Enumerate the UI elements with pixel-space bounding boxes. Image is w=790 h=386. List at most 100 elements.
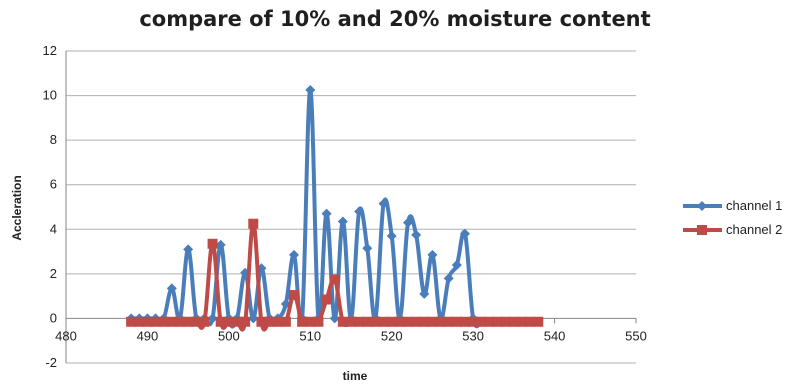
data-point-channel-2 bbox=[199, 316, 210, 327]
data-point-channel-2 bbox=[183, 316, 194, 327]
legend: channel 1 channel 2 bbox=[683, 198, 782, 237]
y-axis-title: Accleration bbox=[10, 175, 24, 240]
data-point-channel-2 bbox=[476, 316, 487, 327]
data-point-channel-1 bbox=[403, 217, 413, 228]
data-point-channel-1 bbox=[419, 288, 430, 299]
y-tick-label: -2 bbox=[45, 355, 57, 370]
data-point-channel-2 bbox=[297, 316, 308, 327]
data-point-channel-2 bbox=[232, 316, 242, 327]
y-tick-label: 10 bbox=[43, 88, 57, 103]
data-point-channel-2 bbox=[525, 316, 536, 327]
data-point-channel-2 bbox=[175, 316, 185, 327]
data-point-channel-2 bbox=[166, 316, 177, 327]
data-point-channel-2 bbox=[468, 316, 479, 327]
data-point-channel-2 bbox=[191, 316, 202, 327]
y-tick-label: 0 bbox=[50, 310, 57, 325]
data-point-channel-1 bbox=[443, 273, 454, 284]
data-point-channel-2 bbox=[280, 316, 291, 327]
series-line-channel-1 bbox=[129, 88, 484, 329]
data-point-channel-2 bbox=[370, 316, 381, 327]
x-tick-label: 490 bbox=[137, 328, 159, 343]
data-point-channel-2 bbox=[484, 316, 495, 327]
data-point-channel-1 bbox=[248, 313, 259, 324]
data-point-channel-1 bbox=[427, 249, 438, 260]
data-point-channel-2 bbox=[150, 316, 161, 327]
y-tick-label: 12 bbox=[43, 43, 57, 58]
data-point-channel-2 bbox=[215, 316, 226, 327]
legend-marker-channel-2 bbox=[697, 225, 707, 235]
x-tick-label: 510 bbox=[299, 328, 321, 343]
y-tick-label: 8 bbox=[50, 132, 57, 147]
data-point-channel-2 bbox=[329, 274, 340, 285]
data-point-channel-2 bbox=[272, 316, 283, 327]
data-point-channel-1 bbox=[215, 239, 226, 250]
legend-marker-channel-1 bbox=[697, 201, 707, 211]
data-point-channel-2 bbox=[378, 316, 389, 327]
data-point-channel-2 bbox=[427, 316, 438, 327]
x-tick-label: 520 bbox=[381, 328, 403, 343]
data-point-channel-2 bbox=[411, 316, 422, 327]
data-point-channel-2 bbox=[207, 238, 218, 249]
x-tick-label: 530 bbox=[462, 328, 484, 343]
data-point-channel-2 bbox=[134, 316, 145, 327]
x-axis-title: time bbox=[343, 369, 368, 381]
data-point-channel-1 bbox=[378, 198, 389, 209]
grid bbox=[66, 50, 636, 364]
legend-label-channel-2: channel 2 bbox=[726, 222, 782, 237]
data-point-channel-2 bbox=[248, 218, 259, 229]
y-tick-label: 6 bbox=[50, 177, 57, 192]
data-point-channel-2 bbox=[321, 294, 332, 305]
data-point-channel-2 bbox=[256, 316, 267, 327]
x-tick-label: 500 bbox=[218, 328, 240, 343]
data-point-channel-2 bbox=[394, 316, 405, 327]
data-point-channel-2 bbox=[240, 316, 251, 327]
data-point-channel-2 bbox=[403, 316, 413, 327]
data-point-channel-2 bbox=[443, 316, 454, 327]
x-tick-label: 550 bbox=[625, 328, 647, 343]
data-point-channel-1 bbox=[362, 243, 373, 254]
data-point-channel-2 bbox=[264, 316, 275, 327]
data-point-channel-1 bbox=[289, 249, 299, 260]
data-point-channel-2 bbox=[354, 316, 365, 327]
data-point-channel-1 bbox=[411, 229, 422, 240]
x-tick-label: 540 bbox=[544, 328, 566, 343]
data-point-channel-2 bbox=[158, 316, 169, 327]
series-layer bbox=[126, 85, 544, 332]
data-point-channel-1 bbox=[207, 313, 218, 324]
data-point-channel-1 bbox=[354, 206, 365, 217]
chart-title: compare of 10% and 20% moisture content bbox=[139, 7, 650, 31]
data-point-channel-2 bbox=[313, 316, 324, 327]
data-point-channel-1 bbox=[166, 283, 177, 294]
data-point-channel-2 bbox=[508, 316, 519, 327]
data-point-channel-2 bbox=[289, 290, 299, 301]
data-point-channel-1 bbox=[460, 228, 470, 239]
data-point-channel-2 bbox=[386, 316, 397, 327]
data-point-channel-2 bbox=[500, 316, 511, 327]
data-point-channel-1 bbox=[321, 208, 332, 219]
data-point-channel-1 bbox=[337, 216, 348, 227]
data-point-channel-2 bbox=[435, 316, 446, 327]
data-point-channel-2 bbox=[346, 316, 356, 327]
y-tick-label: 4 bbox=[50, 221, 57, 236]
legend-label-channel-1: channel 1 bbox=[726, 198, 782, 213]
data-point-channel-2 bbox=[126, 316, 137, 327]
data-point-channel-1 bbox=[329, 313, 340, 324]
x-tick-label: 480 bbox=[55, 328, 77, 343]
data-point-channel-2 bbox=[305, 316, 316, 327]
data-point-channel-2 bbox=[451, 316, 462, 327]
data-point-channel-1 bbox=[183, 244, 194, 255]
data-point-channel-1 bbox=[305, 85, 316, 95]
y-tick-label: 2 bbox=[50, 266, 57, 281]
data-point-channel-2 bbox=[492, 316, 503, 327]
data-point-channel-1 bbox=[451, 259, 462, 270]
data-point-channel-2 bbox=[362, 316, 373, 327]
data-point-channel-2 bbox=[533, 316, 544, 327]
data-point-channel-1 bbox=[386, 230, 397, 241]
data-point-channel-2 bbox=[337, 316, 348, 327]
data-point-channel-2 bbox=[517, 316, 527, 327]
data-point-channel-2 bbox=[419, 316, 430, 327]
data-point-channel-2 bbox=[142, 316, 153, 327]
data-point-channel-2 bbox=[223, 316, 234, 327]
